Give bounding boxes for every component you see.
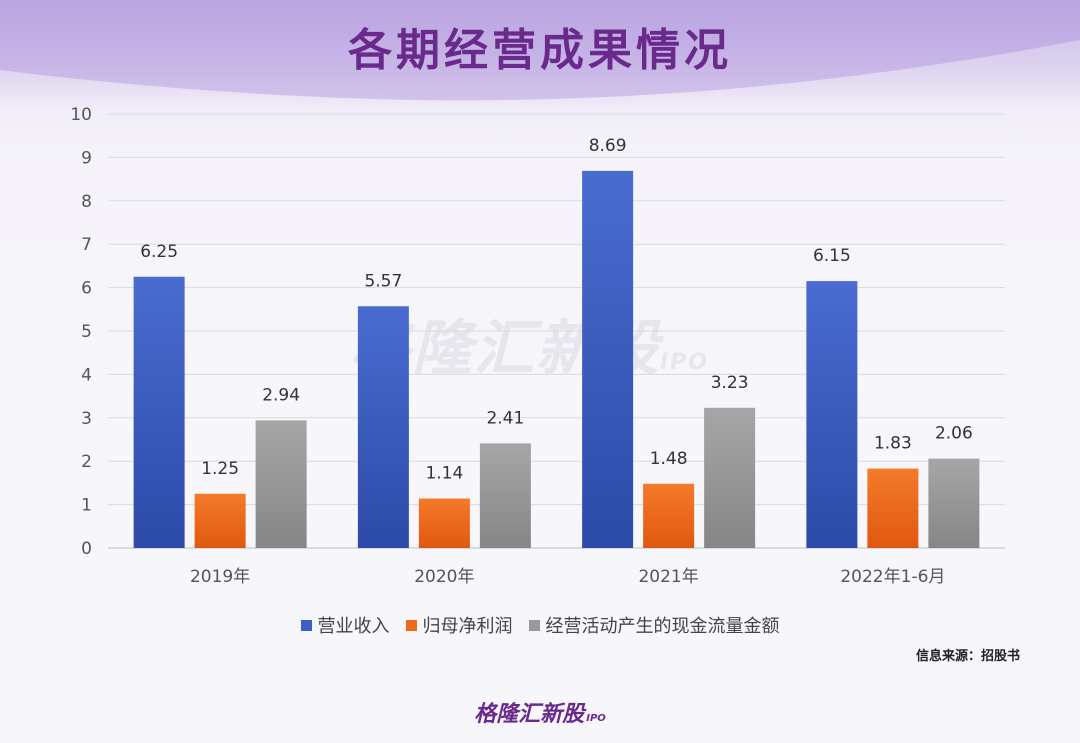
- y-tick-label: 2: [81, 452, 92, 472]
- footer-logo-sub: IPO: [586, 713, 606, 724]
- x-tick-label: 2019年: [190, 567, 250, 587]
- data-label: 6.15: [813, 246, 851, 266]
- y-tick-label: 8: [81, 192, 92, 212]
- footer-logo-brand: 格隆汇新股: [474, 702, 585, 727]
- data-label: 1.25: [201, 459, 239, 479]
- legend-item-net-profit: 归母净利润: [405, 612, 513, 638]
- bar: [704, 407, 756, 548]
- data-label: 6.25: [140, 242, 178, 262]
- y-tick-label: 5: [81, 322, 92, 342]
- bar: [194, 493, 246, 548]
- y-tick-label: 3: [81, 409, 92, 429]
- legend-item-cash-flow: 经营活动产生的现金流量金额: [528, 612, 780, 638]
- bar: [479, 443, 531, 548]
- watermark-sub: IPO: [660, 350, 710, 375]
- x-tick-label: 2021年: [638, 567, 698, 587]
- y-tick-label: 1: [81, 496, 92, 516]
- y-tick-label: 6: [81, 279, 92, 299]
- header-wave-decoration: [0, 0, 1080, 101]
- source-note: 信息来源：招股书: [915, 649, 1020, 664]
- chart-legend: 营业收入 归母净利润 经营活动产生的现金流量金额: [0, 612, 1080, 638]
- legend-swatch-net-profit: [405, 619, 417, 631]
- legend-swatch-cash-flow: [528, 619, 540, 631]
- bar: [418, 498, 470, 548]
- data-label: 1.83: [874, 434, 912, 454]
- data-label: 2.06: [935, 424, 973, 444]
- y-tick-label: 9: [81, 148, 92, 168]
- data-label: 3.23: [711, 373, 749, 393]
- bar: [255, 420, 307, 548]
- x-tick-label: 2020年: [414, 567, 474, 587]
- bar: [357, 306, 409, 548]
- y-tick-label: 0: [81, 539, 92, 559]
- data-label: 2.94: [262, 385, 300, 405]
- y-tick-label: 4: [81, 365, 92, 385]
- bar: [643, 483, 695, 548]
- data-label: 1.14: [425, 464, 463, 484]
- bar: [582, 170, 634, 548]
- data-label: 5.57: [364, 271, 402, 291]
- bar: [928, 458, 980, 548]
- bar: [133, 276, 185, 548]
- bar: [867, 468, 919, 548]
- data-label: 1.48: [650, 449, 688, 469]
- legend-label-revenue: 营业收入: [317, 616, 390, 637]
- data-label: 8.69: [589, 136, 627, 156]
- chart-title: 各期经营成果情况: [348, 25, 732, 76]
- data-label: 2.41: [486, 408, 524, 428]
- legend-label-net-profit: 归母净利润: [422, 616, 513, 637]
- x-tick-label: 2022年1-6月: [840, 567, 945, 587]
- legend-label-cash-flow: 经营活动产生的现金流量金额: [545, 616, 780, 637]
- y-tick-label: 10: [70, 105, 92, 125]
- y-tick-label: 7: [81, 235, 92, 255]
- legend-item-revenue: 营业收入: [300, 612, 390, 638]
- legend-swatch-revenue: [300, 619, 312, 631]
- footer-logo: 格隆汇新股 IPO: [0, 696, 1080, 728]
- bar: [806, 281, 858, 548]
